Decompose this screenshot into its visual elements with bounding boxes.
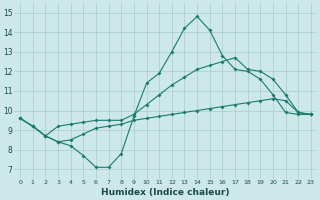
X-axis label: Humidex (Indice chaleur): Humidex (Indice chaleur) <box>101 188 230 197</box>
